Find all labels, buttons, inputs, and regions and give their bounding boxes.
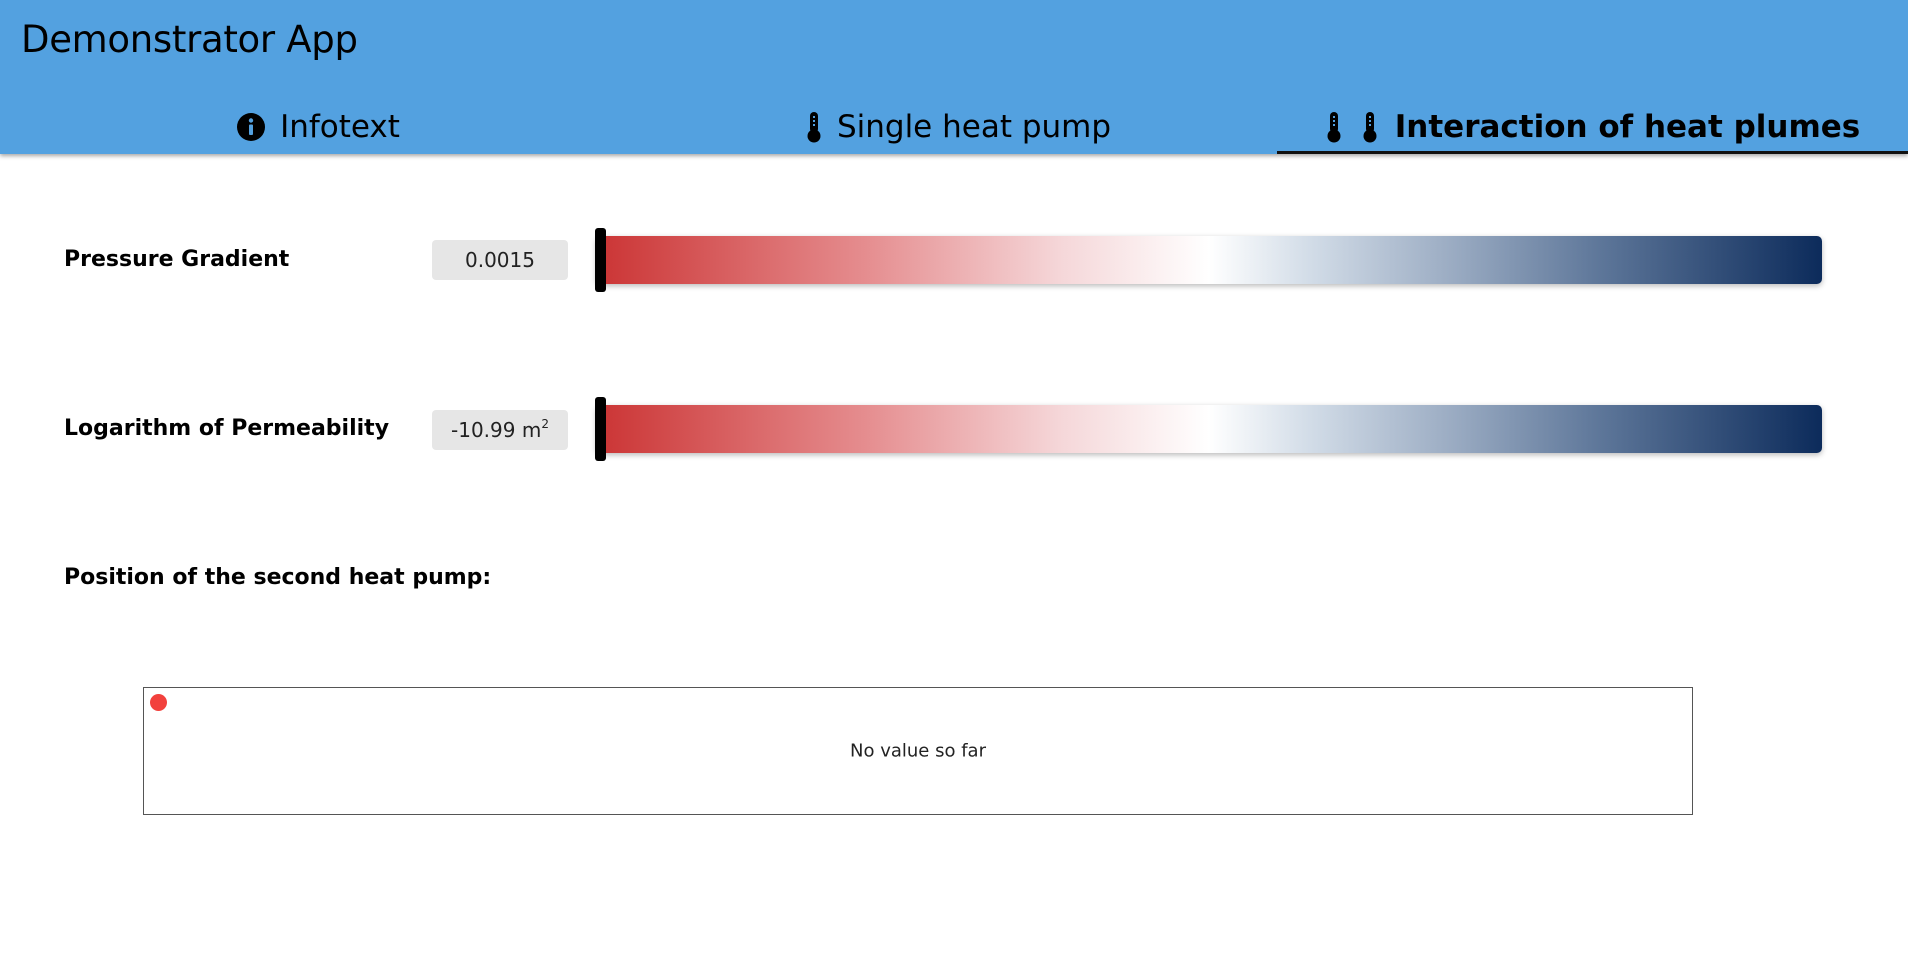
pressure-gradient-slider-thumb[interactable]	[595, 228, 606, 292]
tab-bar: Infotext Single heat pump	[0, 100, 1908, 154]
permeability-slider[interactable]	[596, 405, 1822, 453]
app-title: Demonstrator App	[21, 18, 358, 61]
position-label: Position of the second heat pump:	[64, 565, 492, 590]
pressure-gradient-value: 0.0015	[432, 240, 568, 280]
pressure-gradient-slider[interactable]	[596, 236, 1822, 284]
info-icon	[236, 112, 266, 142]
heat-pump-marker[interactable]	[150, 694, 167, 711]
tab-infotext[interactable]: Infotext	[0, 100, 636, 154]
no-value-placeholder: No value so far	[850, 740, 986, 762]
tab-label: Interaction of heat plumes	[1394, 109, 1861, 145]
tab-single-heat-pump[interactable]: Single heat pump	[640, 100, 1276, 154]
pressure-gradient-label: Pressure Gradient	[64, 247, 290, 272]
two-thermometers-icon	[1325, 111, 1381, 143]
tab-label: Infotext	[280, 109, 400, 145]
tab-label: Single heat pump	[836, 109, 1112, 145]
heat-pump-position-canvas[interactable]: No value so far	[143, 687, 1693, 815]
app-header: Demonstrator App Infotext	[0, 0, 1908, 154]
permeability-slider-thumb[interactable]	[595, 397, 606, 461]
permeability-label: Logarithm of Permeability	[64, 416, 390, 441]
tab-interaction-of-heat-plumes[interactable]: Interaction of heat plumes	[1277, 100, 1908, 154]
thermometer-icon	[805, 111, 823, 143]
